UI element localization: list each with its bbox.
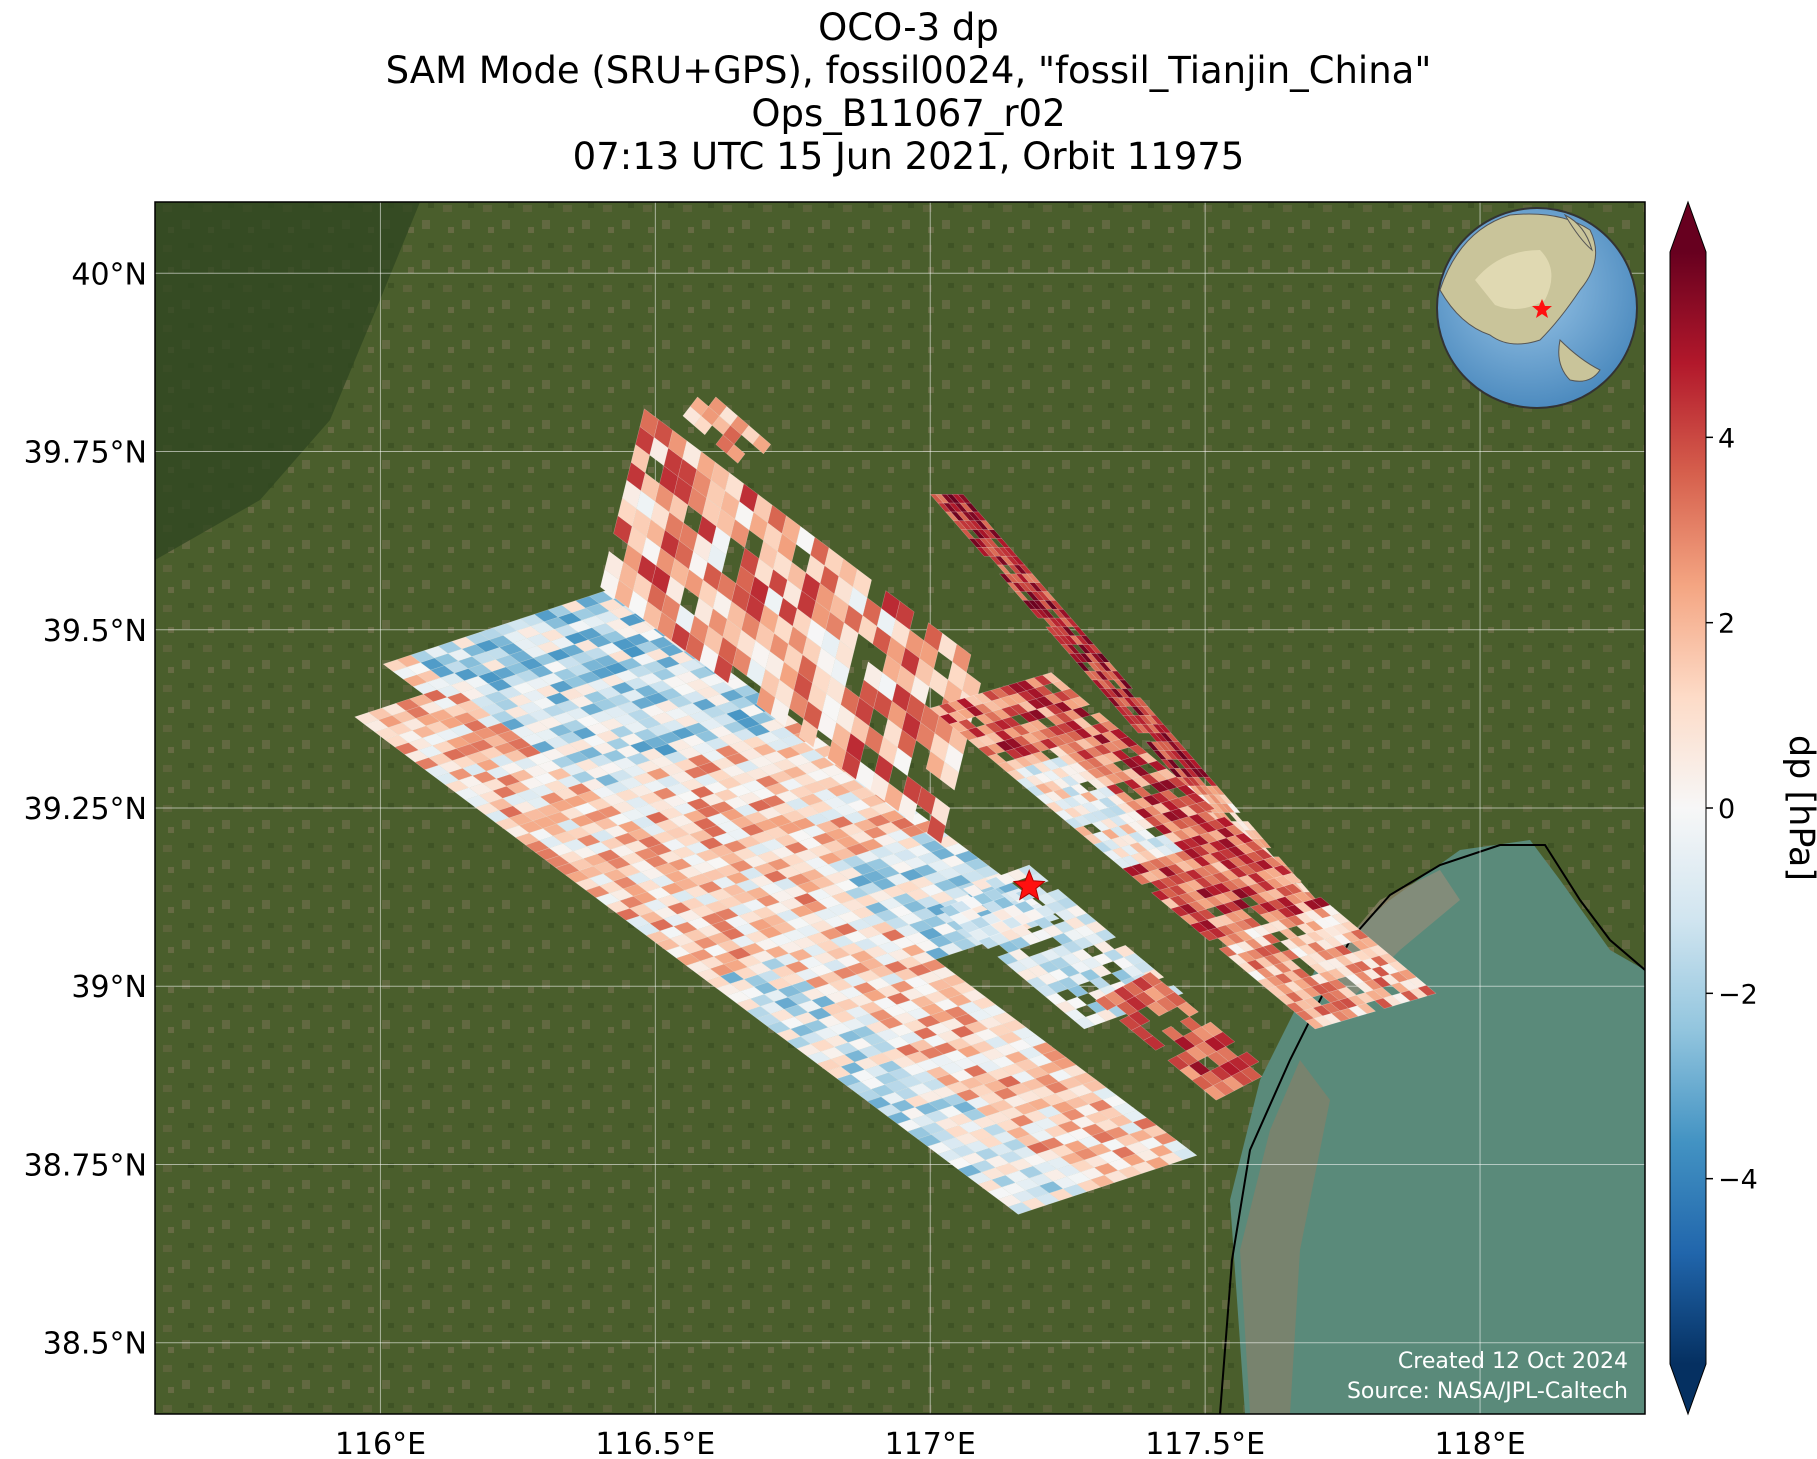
map-frame bbox=[154, 201, 1646, 1415]
dp-footprint bbox=[1356, 1002, 1377, 1014]
colorbar-tick-label: −2 bbox=[1718, 979, 1758, 1010]
dp-footprint bbox=[1143, 1035, 1166, 1051]
dp-footprint bbox=[1128, 1010, 1151, 1026]
dp-footprint bbox=[1240, 1066, 1263, 1082]
colorbar-ticks: 4 2 0 −2 −4 bbox=[1706, 423, 1758, 1196]
lon-tick-label: 116°E bbox=[335, 1427, 426, 1459]
chart-title: OCO-3 dp SAM Mode (SRU+GPS), fossil0024,… bbox=[0, 6, 1817, 178]
dp-footprint bbox=[1094, 928, 1117, 942]
created-credit: Created 12 Oct 2024 bbox=[1398, 1349, 1628, 1374]
lat-tick-label: 39°N bbox=[71, 970, 147, 1005]
dp-footprint bbox=[1172, 1147, 1198, 1161]
dp-footprint bbox=[1176, 1001, 1199, 1017]
dp-footprint bbox=[1226, 803, 1241, 813]
lat-tick-label: 39.5°N bbox=[43, 614, 147, 649]
dp-footprint bbox=[1282, 872, 1302, 884]
dp-footprint bbox=[1070, 696, 1091, 708]
colorbar-extend-top bbox=[1670, 202, 1706, 252]
target-star-icon bbox=[1012, 869, 1046, 901]
coastline bbox=[1219, 844, 1645, 1414]
title-line-4: 07:13 UTC 15 Jun 2021, Orbit 11975 bbox=[572, 135, 1245, 178]
colorbar-tick-label: 2 bbox=[1718, 609, 1735, 640]
colorbar-tick-label: −4 bbox=[1718, 1165, 1758, 1196]
lat-tick-label: 39.25°N bbox=[24, 792, 147, 827]
lon-tick-label: 117°E bbox=[885, 1427, 976, 1459]
title-line-3: Ops_B11067_r02 bbox=[751, 92, 1066, 135]
dp-footprint bbox=[852, 568, 872, 599]
dp-footprint bbox=[895, 600, 915, 631]
lon-tick-label: 116.5°E bbox=[595, 1427, 715, 1459]
colorbar-label: dp [hPa] bbox=[1781, 735, 1817, 881]
colorbar-tick-label: 0 bbox=[1718, 794, 1735, 825]
dp-footprint bbox=[752, 434, 772, 455]
dp-footprint bbox=[726, 444, 746, 464]
inset-globe bbox=[1436, 207, 1638, 409]
dp-footprint bbox=[1237, 1051, 1260, 1067]
colorbar-extend-bottom bbox=[1670, 1364, 1706, 1414]
lat-tick-label: 38.5°N bbox=[43, 1327, 147, 1362]
dp-footprint bbox=[931, 796, 951, 827]
colorbar-body bbox=[1670, 252, 1706, 1364]
dp-footprint bbox=[952, 643, 972, 673]
latitude-labels: 40°N 39.75°N 39.5°N 39.25°N 39°N 38.75°N 38.5°… bbox=[24, 257, 147, 1361]
lat-tick-label: 40°N bbox=[71, 257, 147, 292]
lon-tick-label: 118°E bbox=[1434, 1427, 1525, 1459]
globe-target-star-icon bbox=[1532, 299, 1552, 318]
longitude-labels: 116°E 116.5°E 117°E 117.5°E 118°E bbox=[335, 1427, 1526, 1459]
dp-footprint bbox=[1118, 679, 1134, 690]
colorbar: 4 2 0 −2 −4 dp [hPa] bbox=[1669, 200, 1817, 1416]
dp-footprint bbox=[1195, 800, 1216, 812]
source-credit: Source: NASA/JPL-Caltech bbox=[1347, 1379, 1628, 1404]
colorbar-tick-label: 4 bbox=[1718, 423, 1735, 454]
dp-footprint bbox=[1257, 838, 1272, 849]
title-line-2: SAM Mode (SRU+GPS), fossil0024, "fossil_… bbox=[385, 49, 1432, 92]
dp-footprint bbox=[1213, 1031, 1236, 1047]
dp-footprint bbox=[1417, 985, 1437, 997]
title-line-1: OCO-3 dp bbox=[818, 6, 999, 49]
lat-tick-label: 39.75°N bbox=[24, 436, 147, 471]
lat-tick-label: 38.75°N bbox=[24, 1148, 147, 1183]
lon-tick-label: 117.5°E bbox=[1145, 1427, 1265, 1459]
dp-footprint-layer bbox=[354, 396, 1437, 1215]
